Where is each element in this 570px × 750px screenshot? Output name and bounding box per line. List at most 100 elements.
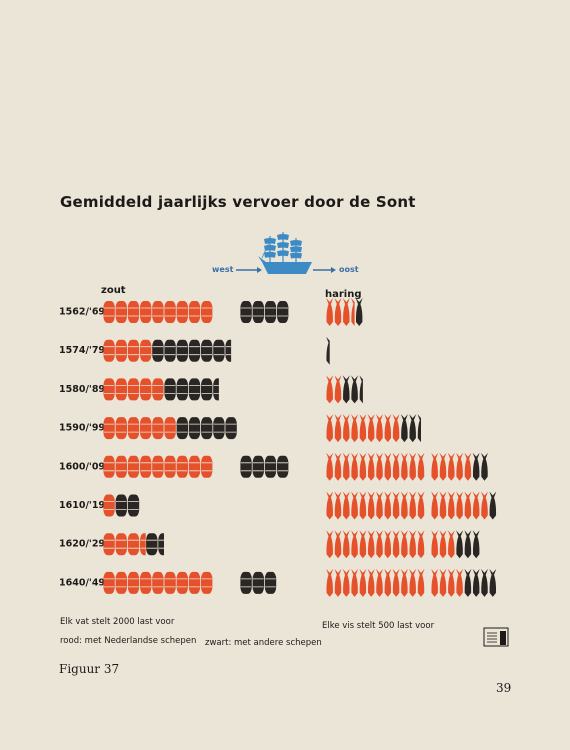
barrel-icon — [127, 494, 140, 517]
herring-fish-icon — [351, 530, 359, 559]
herring-fish-icon — [334, 530, 342, 559]
herring-fish-icon — [367, 568, 375, 597]
barrel-icon — [176, 417, 188, 440]
barrel-icon — [140, 417, 152, 440]
herring-fish-icon — [334, 298, 342, 326]
herring-fish-icon — [400, 491, 408, 520]
barrel-icon — [140, 533, 146, 556]
herring-panel-label: haring — [325, 289, 362, 300]
barrel-icon — [225, 417, 237, 440]
herring-fish-icon — [359, 414, 367, 443]
herring-fish-icon — [472, 452, 480, 481]
herring-fish-icon — [456, 452, 464, 481]
direction-to-label: oost — [339, 265, 359, 274]
herring-fish-icon — [384, 568, 392, 597]
herring-fish-icon — [400, 530, 408, 559]
barrel-icon — [103, 378, 115, 401]
herring-fish-icon — [447, 491, 455, 520]
salt-panel-label: zout — [101, 285, 126, 296]
herring-fish-icon — [447, 568, 455, 597]
herring-fish-icon — [392, 530, 400, 559]
barrel-icon — [264, 571, 277, 594]
herring-fish-icon — [472, 568, 480, 597]
herring-fish-icon — [400, 414, 408, 443]
herring-fish-icon — [409, 568, 417, 597]
herring-fish-icon — [481, 452, 488, 481]
barrel-icon — [164, 301, 176, 323]
herring-fish-icon — [367, 530, 375, 559]
barrel-icon — [140, 571, 152, 594]
barrel-icon — [252, 571, 264, 594]
barrel-icon — [127, 455, 140, 478]
herring-fish-icon — [431, 452, 439, 481]
period-label: 1600/'09 — [59, 461, 105, 472]
herring-fish-icon — [472, 530, 480, 559]
barrel-icon — [140, 378, 152, 401]
barrel-icon — [188, 455, 201, 478]
herring-fish-icon — [400, 568, 408, 597]
barrel-icon — [240, 301, 252, 323]
barrel-icon — [127, 378, 140, 401]
barrel-icon — [115, 494, 127, 517]
barrel-icon — [158, 533, 164, 556]
barrel-icon — [264, 455, 277, 478]
barrel-icon — [201, 455, 213, 478]
herring-fish-icon — [351, 375, 359, 404]
barrel-icon — [176, 455, 188, 478]
barrel-icon — [103, 494, 115, 517]
herring-fish-icon — [481, 568, 488, 597]
herring-fish-icon — [439, 568, 447, 597]
herring-fish-icon — [409, 452, 417, 481]
herring-fish-icon — [326, 568, 334, 597]
herring-fish-icon — [351, 414, 359, 443]
barrel-icon — [103, 301, 115, 323]
barrel-icon — [176, 571, 188, 594]
herring-fish-icon — [359, 491, 367, 520]
barrel-icon — [176, 378, 188, 401]
barrel-icon — [225, 339, 232, 362]
herring-fish-icon — [342, 530, 350, 559]
barrel-icon — [264, 301, 277, 323]
herring-fish-icon — [464, 491, 472, 520]
barrel-icon — [164, 455, 176, 478]
chart-row: 1562/'69 — [59, 298, 363, 326]
barrel-icon — [176, 301, 188, 323]
herring-fish-icon — [359, 452, 367, 481]
herring-fish-icon — [447, 530, 455, 559]
chart-row: 1610/'19 — [59, 491, 497, 520]
herring-fish-icon — [417, 414, 421, 443]
herring-fish-icon — [326, 336, 330, 365]
barrel-icon — [164, 339, 176, 362]
chart-row: 1590/'99 — [59, 414, 421, 443]
barrel-icon — [176, 339, 188, 362]
barrel-icon — [188, 571, 201, 594]
figure-caption: Figuur 37 — [59, 662, 120, 676]
herring-fish-icon — [367, 414, 375, 443]
barrel-icon — [152, 455, 164, 478]
herring-fish-icon — [342, 568, 350, 597]
herring-fish-icon — [376, 530, 383, 559]
barrel-icon — [213, 378, 219, 401]
barrel-icon — [201, 378, 213, 401]
herring-fish-icon — [359, 375, 363, 404]
herring-fish-icon — [417, 530, 425, 559]
chart-row: 1620/'29 — [59, 530, 480, 559]
herring-fish-icon — [489, 491, 497, 520]
arrow-west-head — [257, 267, 262, 273]
herring-fish-icon — [384, 414, 392, 443]
barrel-icon — [115, 455, 127, 478]
period-label: 1580/'89 — [59, 384, 105, 395]
barrel-icon — [240, 571, 252, 594]
period-label: 1574/'79 — [59, 345, 105, 356]
herring-fish-icon — [431, 491, 439, 520]
herring-fish-icon — [464, 568, 472, 597]
chart-row: 1600/'09 — [59, 452, 488, 481]
barrel-icon — [152, 571, 164, 594]
barrel-icon — [201, 571, 213, 594]
herring-fish-icon — [326, 452, 334, 481]
herring-fish-icon — [326, 375, 334, 404]
barrel-icon — [140, 339, 152, 362]
herring-fish-icon — [392, 452, 400, 481]
